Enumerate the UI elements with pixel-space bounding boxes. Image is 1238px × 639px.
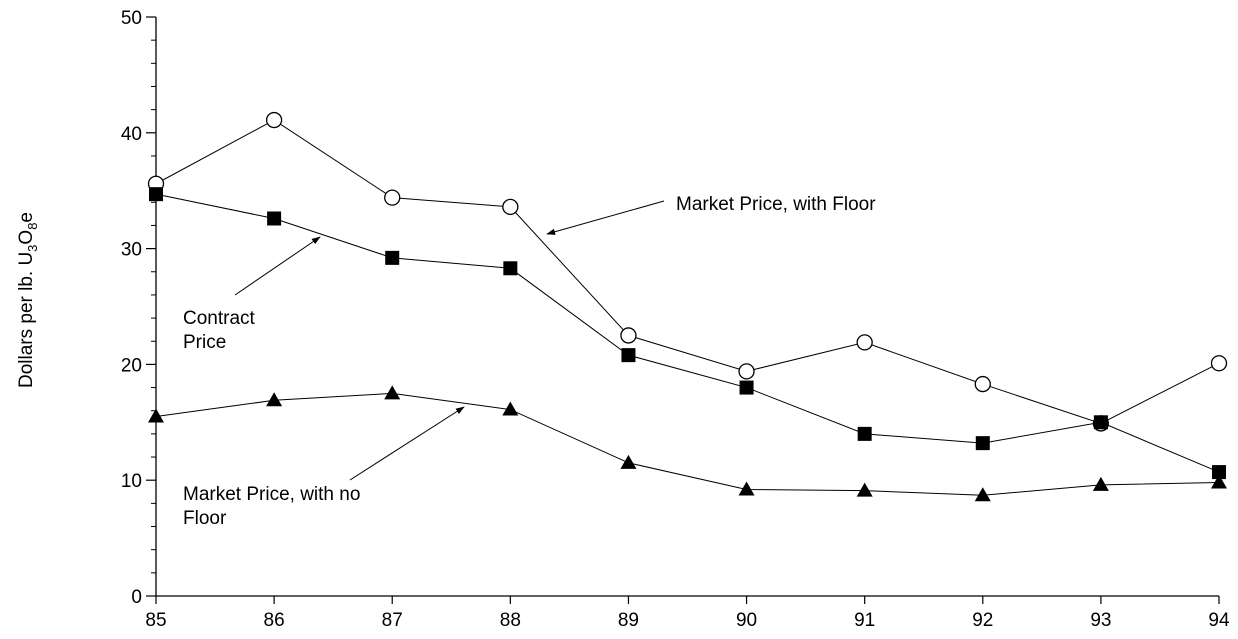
data-point-circle [738,363,755,380]
data-point-circle [620,327,637,344]
annotation-nofloor: Market Price, with no Floor [183,406,465,529]
data-point-square [503,261,518,276]
data-point-triangle [148,408,164,423]
y-tick-label: 50 [121,8,142,29]
annotation-text: Price [183,332,226,353]
data-point-circle [502,198,519,216]
y-tick-label: 10 [121,471,142,492]
axes: 0 10 20 30 40 50 85 86 87 88 89 90 91 92 93 94 [121,8,1230,631]
annotation-text: Floor [183,508,227,529]
data-point-triangle [502,401,519,416]
x-tick-label: 86 [264,610,285,631]
annotation-contract: Contract Price [183,236,321,353]
y-axis-label: Dollars per lb. U3O8e [16,212,40,388]
y-tick-label: 40 [121,124,142,145]
series-open-circle [147,111,1228,432]
data-point-square [385,250,400,265]
annotation-arrow [546,200,665,235]
data-point-square [1212,465,1226,480]
data-point-circle [1210,355,1228,372]
annotation-arrow [234,236,321,296]
data-point-square [1093,415,1108,430]
y-axis-label-sub8: 8 [25,223,40,230]
data-point-circle [384,189,401,206]
data-point-square [975,436,990,451]
series-filled-triangle [148,385,1227,502]
data-point-circle [974,375,991,393]
data-point-square [267,211,282,226]
series-line [155,392,1220,496]
data-point-triangle [738,481,755,496]
series-filled-square [149,187,1226,480]
x-tick-label: 89 [618,610,639,631]
data-point-triangle [1092,476,1109,491]
x-tick-label: 87 [382,610,403,631]
data-point-circle [265,111,283,129]
annotation-text: Market Price, with Floor [676,194,876,215]
y-tick-label: 0 [131,587,142,608]
data-point-square [621,348,636,363]
annotation-text: Contract [183,308,256,329]
x-tick-label: 85 [145,610,166,631]
y-tick-label: 20 [121,355,142,376]
series-layer [147,111,1228,502]
series-line [155,119,1220,424]
x-tick-label: 91 [854,610,875,631]
data-point-square [857,426,872,441]
annotation-floor: Market Price, with Floor [546,194,876,235]
data-point-square [739,380,754,395]
x-tick-label: 88 [500,610,521,631]
annotation-text: Market Price, with no [183,484,360,505]
data-point-triangle [856,482,873,497]
data-point-triangle [266,392,283,407]
y-axis-label-sub3: 3 [25,245,40,252]
x-tick-label: 94 [1208,610,1230,631]
data-point-square [149,187,163,202]
data-point-circle [856,334,873,351]
data-point-triangle [620,454,637,469]
x-tick-label: 93 [1090,610,1111,631]
data-point-triangle [974,487,991,502]
data-point-triangle [1211,474,1227,489]
x-tick-label: 92 [972,610,993,631]
x-tick-label: 90 [736,610,757,631]
annotation-arrow [349,406,465,481]
series-line [155,193,1220,473]
data-point-triangle [384,385,401,400]
y-tick-label: 30 [121,240,142,261]
annotation-layer: Market Price, with Floor Contract Price Mar… [183,194,876,529]
